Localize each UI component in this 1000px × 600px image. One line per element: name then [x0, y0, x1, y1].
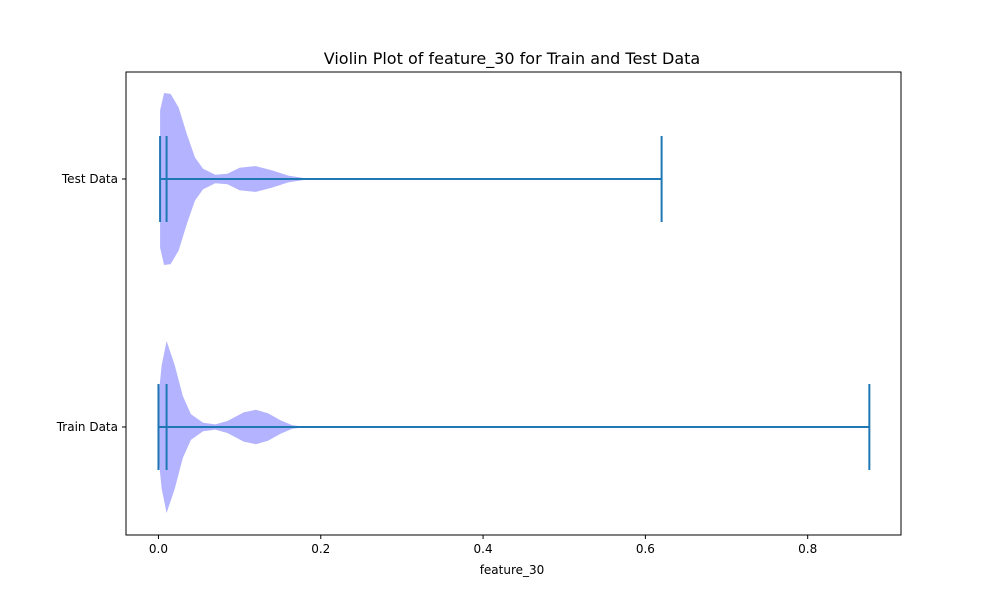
plot-frame — [125, 71, 902, 536]
x-tick-label: 0.6 — [636, 542, 655, 556]
y-tick-label: Train Data — [56, 420, 118, 434]
x-tick-label: 0.4 — [474, 542, 493, 556]
x-tick-label: 0.0 — [149, 542, 168, 556]
x-axis-label: feature_30 — [480, 563, 545, 577]
violin-layer — [157, 93, 871, 513]
x-tick-label: 0.8 — [798, 542, 817, 556]
x-axis: 0.0 0.2 0.4 0.6 0.8 — [149, 535, 817, 556]
chart-title: Violin Plot of feature_30 for Train and … — [324, 49, 700, 69]
y-tick-label: Test Data — [61, 172, 118, 186]
x-tick-label: 0.2 — [311, 542, 330, 556]
y-axis: Train Data Test Data — [56, 172, 126, 434]
